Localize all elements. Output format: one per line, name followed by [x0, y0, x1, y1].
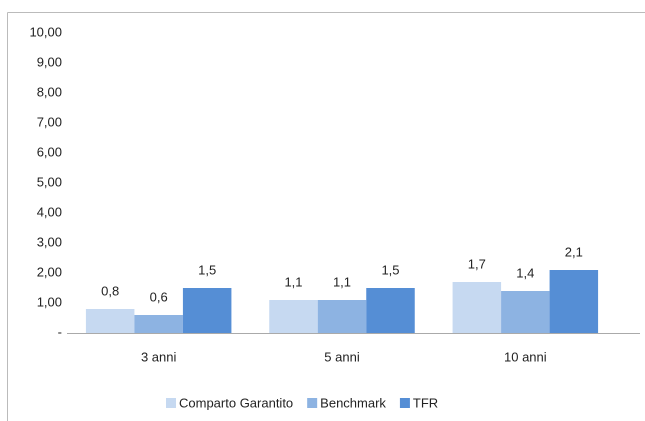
value-label: 2,1 — [565, 244, 583, 259]
y-tick-label: 6,00 — [37, 144, 62, 159]
y-tick-label: 4,00 — [37, 204, 62, 219]
bar — [182, 288, 232, 333]
x-tick-label: 10 anni — [504, 349, 547, 364]
bar — [269, 300, 318, 333]
value-label: 1,5 — [198, 262, 216, 277]
legend-swatch — [399, 398, 410, 408]
value-label: 1,7 — [468, 256, 486, 271]
bar — [366, 288, 415, 333]
bar — [452, 282, 502, 333]
y-tick-label: 2,00 — [37, 264, 62, 279]
value-label: 0,8 — [101, 283, 119, 298]
y-tick-label: 9,00 — [37, 54, 62, 69]
y-tick-label: 3,00 — [37, 234, 62, 249]
bar — [501, 291, 550, 333]
value-label: 1,1 — [284, 274, 302, 289]
bar — [549, 270, 599, 333]
bar — [134, 315, 183, 333]
bar — [317, 300, 367, 333]
legend-swatch — [307, 398, 318, 408]
y-tick-label: - — [58, 324, 62, 339]
y-tick-label: 1,00 — [37, 294, 62, 309]
value-label: 0,6 — [150, 289, 168, 304]
y-tick-label: 7,00 — [37, 114, 62, 129]
value-label: 1,4 — [516, 265, 534, 280]
y-tick-label: 10,00 — [29, 24, 62, 39]
legend-label: Comparto Garantito — [179, 395, 293, 410]
legend-label: TFR — [413, 395, 438, 410]
value-label: 1,1 — [333, 274, 351, 289]
x-tick-label: 3 anni — [141, 349, 177, 364]
legend-label: Benchmark — [320, 395, 386, 410]
legend-swatch — [166, 398, 176, 408]
bar — [85, 309, 135, 333]
value-label: 1,5 — [381, 262, 399, 277]
y-tick-label: 5,00 — [37, 174, 62, 189]
y-tick-label: 8,00 — [37, 84, 62, 99]
x-tick-label: 5 anni — [324, 349, 360, 364]
